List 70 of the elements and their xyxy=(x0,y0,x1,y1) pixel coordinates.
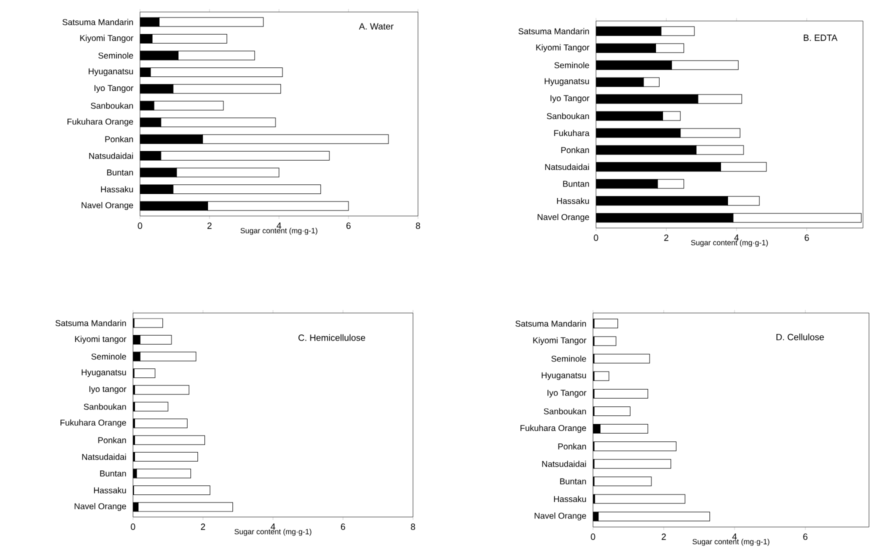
y-tick-label: Kiyomi Tangor xyxy=(80,34,134,43)
y-tick-label: Sanboukan xyxy=(84,404,126,410)
x-tick-label: 0 xyxy=(594,234,598,241)
y-tick-label: Navel Orange xyxy=(74,503,126,511)
y-tick-label: Natsudaidai xyxy=(89,152,133,159)
text: D. Cellulose xyxy=(776,334,824,340)
x-tick-label: 6 xyxy=(340,524,346,530)
y-tick-label: Iyo Tangor xyxy=(550,95,590,103)
y-tick-label: Kiyomi Tangor xyxy=(533,337,586,346)
y-tick-label: Kiyomi Tangor xyxy=(536,44,590,52)
y-tick-label: Navel Orange xyxy=(534,512,586,520)
x-tick-label: 4 xyxy=(734,234,739,241)
y-tick-label: Hyuganatsu xyxy=(88,68,133,76)
x-tick-label: 2 xyxy=(662,534,666,540)
y-tick-label: Iyo tangor xyxy=(89,386,126,394)
x-tick-label: 0 xyxy=(138,222,142,229)
y-tick-label: Kiyomi tangor xyxy=(75,336,126,344)
x-tick-label: 0 xyxy=(130,524,136,530)
x-tick-label: 4 xyxy=(270,524,276,530)
y-tick-label: Ponkan xyxy=(105,136,133,142)
y-tick-label: Buntan xyxy=(107,170,133,176)
y-tick-label: Hyuganatsu xyxy=(542,372,586,380)
y-tick-label: Seminole xyxy=(551,355,586,362)
y-tick-label: Sanboukan xyxy=(90,102,133,109)
y-tick-label: Buntan xyxy=(560,478,586,484)
y-tick-label: Fukuhara Orange xyxy=(520,424,586,433)
y-tick-label: Sanboukan xyxy=(546,112,589,120)
y-tick-label: Seminole xyxy=(554,62,590,68)
y-tick-label: Iyo Tangor xyxy=(94,85,134,93)
y-tick-label: Hassaku xyxy=(101,186,133,192)
x-tick-label: 6 xyxy=(803,534,808,540)
y-tick-label: Hyuganatsu xyxy=(82,369,126,377)
y-tick-label: Natsudaidai xyxy=(542,460,586,467)
y-tick-label: Navel Orange xyxy=(538,214,590,222)
x-tick-label: 2 xyxy=(200,524,206,530)
x-tick-label: 2 xyxy=(664,234,668,241)
y-tick-label: Natsudaidai xyxy=(82,454,126,460)
y-tick-label: Satsuma Mandarin xyxy=(518,28,589,34)
x-tick-label: 2 xyxy=(207,222,212,229)
y-tick-label: Ponkan xyxy=(98,436,126,444)
y-tick-label: Seminole xyxy=(98,52,134,59)
text: B. EDTA xyxy=(804,34,838,41)
y-tick-label: Fukuhara Orange xyxy=(60,419,126,428)
y-tick-label: Hassaku xyxy=(94,487,126,494)
y-tick-label: Navel Orange xyxy=(82,202,134,210)
x-tick-label: 4 xyxy=(276,222,282,229)
x-tick-label: 0 xyxy=(590,534,596,540)
y-tick-label: Fukuhara Orange xyxy=(68,118,134,126)
y-tick-label: Buntan xyxy=(563,180,589,187)
y-tick-label: Satsuma Mandarin xyxy=(56,320,126,326)
y-tick-label: Satsuma Mandarin xyxy=(516,320,586,327)
x-tick-label: 6 xyxy=(346,222,351,229)
x-tick-label: 6 xyxy=(804,234,809,241)
y-tick-label: Buntan xyxy=(100,470,126,476)
x-tick-label: 8 xyxy=(410,524,416,530)
y-tick-label: Ponkan xyxy=(558,443,586,450)
y-tick-label: Satsuma Mandarin xyxy=(62,18,133,26)
x-tick-label: 8 xyxy=(416,222,420,229)
text: A. Water xyxy=(358,23,394,30)
y-tick-label: Hassaku xyxy=(554,496,586,502)
y-tick-label: Hassaku xyxy=(557,198,589,204)
y-tick-label: Hyuganatsu xyxy=(544,78,589,86)
y-tick-label: Natsudaidai xyxy=(545,164,589,170)
y-tick-label: Ponkan xyxy=(561,146,589,154)
y-tick-label: Sanboukan xyxy=(544,408,586,414)
y-tick-label: Iyo Tangor xyxy=(548,390,586,398)
y-tick-label: Fukuhara xyxy=(554,130,590,136)
x-tick-label: 4 xyxy=(732,534,737,540)
text: C. Hemicellulose xyxy=(298,334,366,341)
y-tick-label: Seminole xyxy=(91,353,126,360)
